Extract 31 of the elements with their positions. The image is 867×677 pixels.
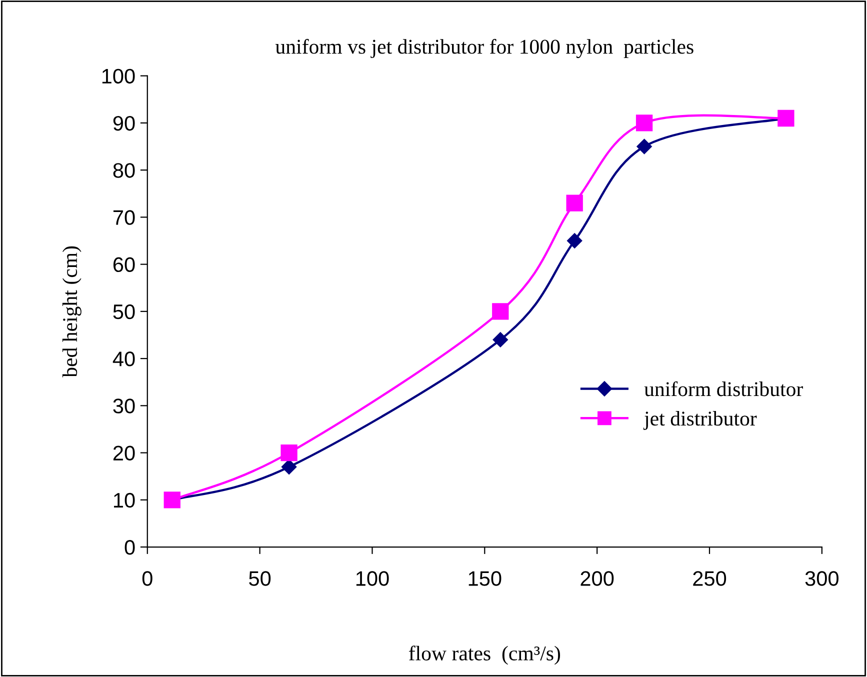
y-tick-label: 70 [113, 210, 135, 225]
y-tick-label: 40 [112, 352, 135, 366]
x-tick-label: 50 [249, 571, 271, 586]
y-tick-label: 100 [102, 68, 135, 84]
y-tick-label: 0 [124, 540, 135, 555]
x-tick-label: 0 [142, 571, 152, 586]
point [636, 114, 653, 132]
x-tick-label: 300 [805, 571, 838, 586]
point [280, 444, 298, 462]
y-axis-title: bed height (cm) [62, 246, 82, 378]
legend-label: jet distributor [643, 410, 757, 430]
x-tick-label: 150 [468, 571, 502, 586]
y-tick-label: 90 [113, 116, 135, 131]
legend-label: uniform distributor [644, 381, 803, 396]
y-tick-label: 10 [114, 492, 135, 508]
y-tick-label: 50 [113, 304, 135, 320]
point [636, 138, 652, 154]
y-tick-label: 80 [113, 163, 135, 178]
y-tick-label: 30 [113, 398, 135, 414]
y-tick-label: 60 [113, 257, 135, 272]
point [566, 194, 583, 212]
chart-title: uniform vs jet distributor for 1000 nylon particles [275, 38, 694, 58]
point [492, 332, 508, 348]
point [492, 303, 509, 320]
x-tick-label: 250 [693, 571, 726, 586]
x-tick-label: 100 [356, 571, 389, 586]
x-tick-label: 200 [580, 571, 614, 586]
y-tick-label: 20 [113, 446, 135, 461]
point [281, 459, 297, 474]
x-axis-title: flow rates (cm³/s) [408, 646, 560, 665]
point [567, 233, 582, 248]
